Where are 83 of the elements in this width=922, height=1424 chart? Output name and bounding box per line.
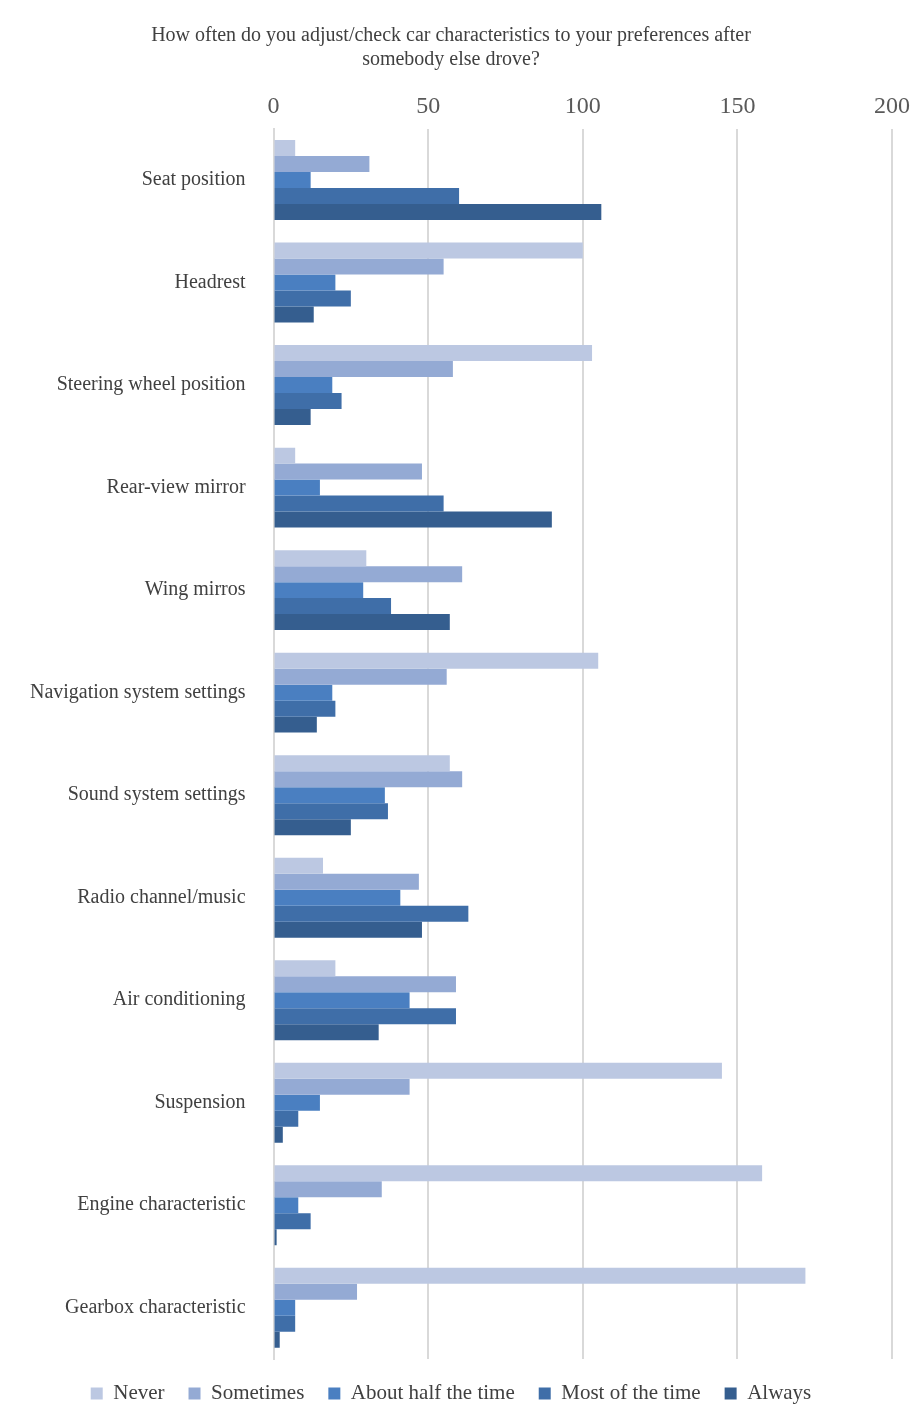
chart-title: How often do you adjust/check car characteristics to your preferences after somebody else drove? [151, 23, 752, 71]
bar [274, 1078, 410, 1095]
x-tick-label: 150 [719, 91, 756, 118]
y-tick-label: Seat position [141, 167, 246, 191]
y-tick-label: Radio channel/music [77, 884, 246, 907]
bar [274, 1197, 299, 1214]
bar [274, 242, 583, 259]
bar [274, 274, 336, 291]
y-tick-label: Rear-view mirror [106, 474, 246, 497]
y-tick-label: Steering wheel position [56, 372, 246, 396]
x-tick-label: 50 [416, 91, 441, 118]
bar [274, 156, 370, 173]
bar [274, 393, 342, 410]
bar [274, 700, 336, 717]
bar [274, 1229, 277, 1246]
bar [274, 873, 419, 890]
bar [274, 1299, 296, 1316]
bar [274, 1062, 722, 1079]
x-tick-label: 100 [564, 91, 601, 118]
bar [274, 921, 422, 938]
bar [274, 889, 401, 906]
bar [274, 819, 351, 836]
legend-label: Never [113, 1380, 165, 1405]
bar [274, 787, 385, 804]
bar [274, 495, 444, 512]
bar [274, 511, 552, 528]
bar [274, 582, 364, 599]
y-tick-label: Gearbox characteristic [65, 1294, 246, 1317]
y-tick-label: Suspension [154, 1089, 246, 1113]
bar [274, 684, 333, 701]
legend-label: About half the time [350, 1380, 515, 1405]
bar [274, 1181, 382, 1198]
bar [274, 172, 311, 189]
bar [274, 204, 602, 221]
bar [274, 668, 447, 685]
bar [274, 1126, 283, 1143]
bar [274, 306, 314, 323]
legend-label: Most of the time [561, 1380, 701, 1405]
bar [274, 1315, 296, 1332]
bar [274, 905, 469, 922]
bar [274, 803, 388, 820]
bar [274, 140, 296, 157]
bar [274, 755, 450, 772]
y-tick-label: Wing mirros [144, 577, 246, 601]
y-tick-label: Navigation system settings [29, 679, 246, 703]
x-tick-label: 0 [267, 91, 280, 118]
bar [274, 1024, 379, 1041]
bar [274, 857, 324, 874]
bar [274, 1165, 763, 1182]
bar [274, 377, 333, 394]
legend-label: Always [747, 1380, 812, 1405]
bar [274, 290, 351, 307]
legend-label: Sometimes [211, 1380, 305, 1405]
bar [274, 479, 320, 496]
bar [274, 1213, 311, 1230]
bar [274, 771, 463, 788]
bar [274, 447, 296, 464]
bar [274, 976, 456, 993]
y-tick-label: Engine characteristic [77, 1192, 246, 1216]
bar [274, 1331, 280, 1348]
bar [274, 652, 599, 669]
bar [274, 463, 422, 480]
bar [274, 1267, 806, 1284]
y-tick-label: Air conditioning [112, 987, 246, 1011]
bar [274, 992, 410, 1009]
bar [274, 716, 317, 733]
bar [274, 345, 593, 362]
bar [274, 188, 460, 205]
y-tick-label: Headrest [174, 269, 246, 292]
y-tick-label: Sound system settings [67, 782, 246, 806]
bar [274, 960, 336, 977]
bar [274, 1094, 320, 1111]
bar [274, 258, 444, 275]
bar [274, 361, 453, 378]
bar [274, 550, 367, 567]
bar [274, 614, 450, 631]
x-tick-label: 200 [874, 91, 910, 118]
bar [274, 598, 392, 615]
bar [274, 566, 463, 583]
bar [274, 1283, 358, 1300]
bar [274, 1008, 456, 1025]
bar [274, 409, 311, 426]
bar [274, 1110, 299, 1127]
